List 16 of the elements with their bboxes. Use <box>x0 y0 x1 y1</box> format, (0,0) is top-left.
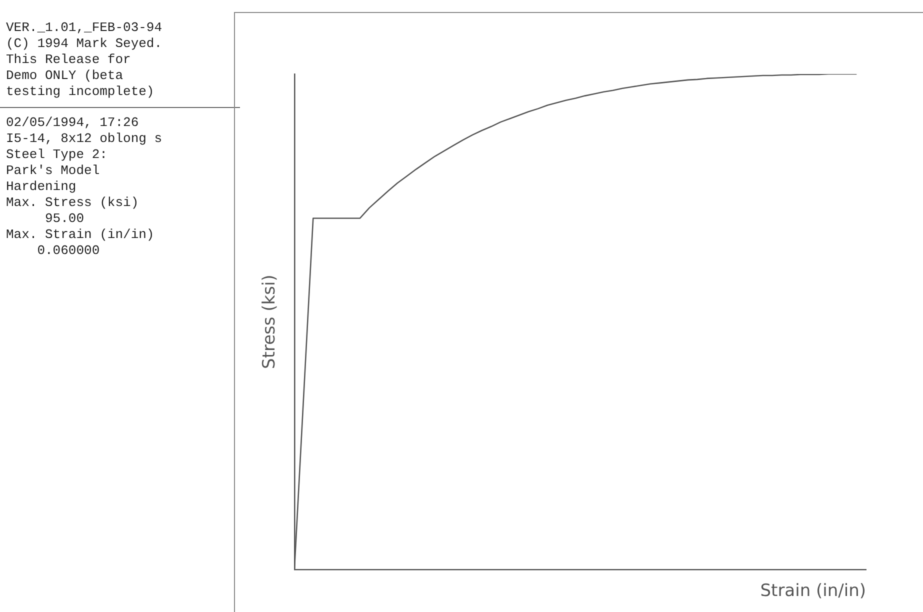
text: Steel Type 2: <box>6 147 108 163</box>
y-axis-title: Stress (ksi) <box>260 274 280 369</box>
text: VER._1.01,_FEB-03-94 <box>6 20 164 36</box>
text: I5-14, 8x12 oblong s <box>6 131 164 147</box>
text: 0.060000 <box>36 243 101 259</box>
x-axis-title: Strain (in/in) <box>760 581 866 602</box>
text: Hardening <box>6 179 78 195</box>
text: Demo ONLY (beta <box>6 68 124 84</box>
text: This Release for <box>6 52 132 68</box>
text: 02/05/1994, 17:26 <box>6 115 140 131</box>
text: Park's Model <box>6 163 101 179</box>
text: testing incomplete) <box>6 84 156 100</box>
text: Max. Strain (in/in) <box>6 227 156 243</box>
text: Max. Stress (ksi) <box>6 195 140 211</box>
text: 95.00 <box>44 211 86 227</box>
text: (C) 1994 Mark Seyed. <box>6 36 164 52</box>
